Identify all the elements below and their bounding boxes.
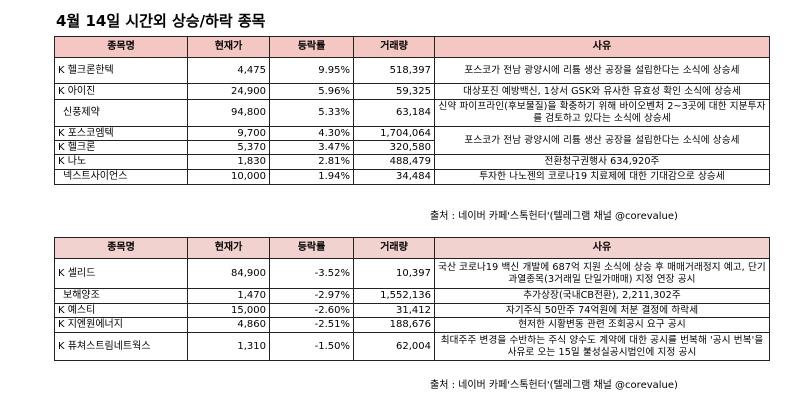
stock-change: 3.47% — [269, 140, 354, 155]
stock-change: -1.50% — [269, 332, 354, 361]
stock-volume: 63,184 — [353, 99, 435, 127]
stock-reason: 현저한 시황변동 관련 조회공시 요구 공시 — [434, 317, 770, 333]
stock-change: 9.95% — [269, 57, 354, 84]
stock-change: -2.51% — [269, 317, 354, 333]
stock-reason: 대상포진 예방백신, 1상서 GSK와 유사한 유효성 확인 소식에 상승세 — [434, 83, 770, 100]
stock-price: 84,900 — [187, 258, 270, 289]
stock-reason: 포스코가 전남 광양시에 리튬 생산 공장을 설립한다는 소식에 상승세 — [434, 126, 770, 155]
header-name: 종목명 — [54, 237, 188, 259]
stock-reason: 자기주식 50만주 74억원에 처분 결정에 하락세 — [434, 303, 770, 318]
rising-stocks-table: 종목명 현재가 등락률 거래량 사유 K 헬크론한텍 4,475 9.95% 5… — [54, 36, 770, 185]
stock-change: 4.30% — [269, 126, 354, 141]
stock-name: K 나노 — [54, 154, 188, 170]
stock-change: -3.52% — [269, 258, 354, 289]
stock-volume: 518,397 — [353, 57, 435, 84]
table-row: 넥스트사이언스 10,000 1.94% 34,484 투자한 나노젠의 코로나… — [54, 169, 770, 185]
stock-name: K 헬크론 — [54, 140, 188, 155]
header-price: 현재가 — [187, 237, 270, 259]
header-price: 현재가 — [187, 36, 270, 58]
stock-name: K 아이진 — [54, 83, 188, 100]
stock-price: 1,310 — [187, 332, 270, 361]
table-row: 신풍제약 94,800 5.33% 63,184 신약 파이프라인(후보물질)을… — [54, 99, 770, 127]
table-header-row: 종목명 현재가 등락률 거래량 사유 — [54, 237, 770, 259]
header-reason: 사유 — [434, 36, 770, 58]
table-row: K 헬크론 5,370 3.47% 320,580 — [54, 140, 770, 155]
stock-volume: 10,397 — [353, 258, 435, 289]
stock-name: K 포스코엠텍 — [54, 126, 188, 141]
stock-volume: 34,484 — [353, 169, 435, 185]
stock-volume: 31,412 — [353, 303, 435, 318]
table-row: K 나노 1,830 2.81% 488,479 전환청구권행사 634,920… — [54, 154, 770, 170]
stock-volume: 188,676 — [353, 317, 435, 333]
header-change: 등락률 — [269, 237, 354, 259]
stock-name: K 셀리드 — [54, 258, 188, 289]
stock-price: 1,470 — [187, 288, 270, 304]
stock-change: 5.96% — [269, 83, 354, 100]
stock-price: 24,900 — [187, 83, 270, 100]
stock-price: 94,800 — [187, 99, 270, 127]
stock-volume: 62,004 — [353, 332, 435, 361]
stock-change: 1.94% — [269, 169, 354, 185]
stock-name: K 헬크론한텍 — [54, 57, 188, 84]
stock-change: -2.60% — [269, 303, 354, 318]
source-note: 출처 : 네이버 카페'스톡헌터'(텔레그램 채널 @corevalue) — [430, 380, 678, 391]
stock-name: K 예스티 — [54, 303, 188, 318]
stock-name: 신풍제약 — [54, 99, 188, 127]
stock-reason: 포스코가 전남 광양시에 리튬 생산 공장을 설립한다는 소식에 상승세 — [434, 57, 770, 84]
table-row: K 아이진 24,900 5.96% 59,325 대상포진 예방백신, 1상서… — [54, 83, 770, 100]
stock-reason: 추가상장(국내CB전환), 2,211,302주 — [434, 288, 770, 304]
stock-volume: 320,580 — [353, 140, 435, 155]
page-title: 4월 14일 시간외 상승/하락 종목 — [56, 12, 266, 30]
header-change: 등락률 — [269, 36, 354, 58]
stock-reason: 최대주주 변경을 수반하는 주식 양수도 계약에 대한 공시를 번복해 '공시 … — [434, 332, 770, 361]
stock-price: 4,860 — [187, 317, 270, 333]
stock-name: 넥스트사이언스 — [54, 169, 188, 185]
stock-reason: 신약 파이프라인(후보물질)을 확충하기 위해 바이오벤처 2~3곳에 대한 지… — [434, 99, 770, 127]
table-row: K 포스코엠텍 9,700 4.30% 1,704,064 포스코가 전남 광양… — [54, 126, 770, 155]
table-row: K 퓨쳐스트림네트웍스 1,310 -1.50% 62,004 최대주주 변경을… — [54, 332, 770, 361]
stock-name: 보해양조 — [54, 288, 188, 304]
falling-stocks-table: 종목명 현재가 등락률 거래량 사유 K 셀리드 84,900 -3.52% 1… — [54, 237, 770, 361]
stock-reason: 전환청구권행사 634,920주 — [434, 154, 770, 170]
stock-change: -2.97% — [269, 288, 354, 304]
stock-volume: 488,479 — [353, 154, 435, 170]
stock-change: 5.33% — [269, 99, 354, 127]
source-note: 출처 : 네이버 카페'스톡헌터'(텔레그램 채널 @corevalue) — [430, 211, 678, 222]
stock-price: 5,370 — [187, 140, 270, 155]
table-row: K 예스티 15,000 -2.60% 31,412 자기주식 50만주 74억… — [54, 303, 770, 318]
stock-price: 4,475 — [187, 57, 270, 84]
stock-volume: 1,704,064 — [353, 126, 435, 141]
stock-change: 2.81% — [269, 154, 354, 170]
stock-reason: 투자한 나노젠의 코로나19 치료제에 대한 기대감으로 상승세 — [434, 169, 770, 185]
stock-price: 10,000 — [187, 169, 270, 185]
table-row: K 헬크론한텍 4,475 9.95% 518,397 포스코가 전남 광양시에… — [54, 57, 770, 84]
table-row: K 지엔원에너지 4,860 -2.51% 188,676 현저한 시황변동 관… — [54, 317, 770, 333]
header-name: 종목명 — [54, 36, 188, 58]
header-volume: 거래량 — [353, 237, 435, 259]
stock-volume: 59,325 — [353, 83, 435, 100]
stock-name: K 지엔원에너지 — [54, 317, 188, 333]
header-reason: 사유 — [434, 237, 770, 259]
table-row: 보해양조 1,470 -2.97% 1,552,136 추가상장(국내CB전환)… — [54, 288, 770, 304]
table-row: K 셀리드 84,900 -3.52% 10,397 국산 코로나19 백신 개… — [54, 258, 770, 289]
table-header-row: 종목명 현재가 등락률 거래량 사유 — [54, 36, 770, 58]
stock-price: 1,830 — [187, 154, 270, 170]
stock-price: 15,000 — [187, 303, 270, 318]
stock-price: 9,700 — [187, 126, 270, 141]
header-volume: 거래량 — [353, 36, 435, 58]
stock-reason: 국산 코로나19 백신 개발에 687억 지원 소식에 상승 후 매매거래정지 … — [434, 258, 770, 289]
stock-name: K 퓨쳐스트림네트웍스 — [54, 332, 188, 361]
stock-volume: 1,552,136 — [353, 288, 435, 304]
